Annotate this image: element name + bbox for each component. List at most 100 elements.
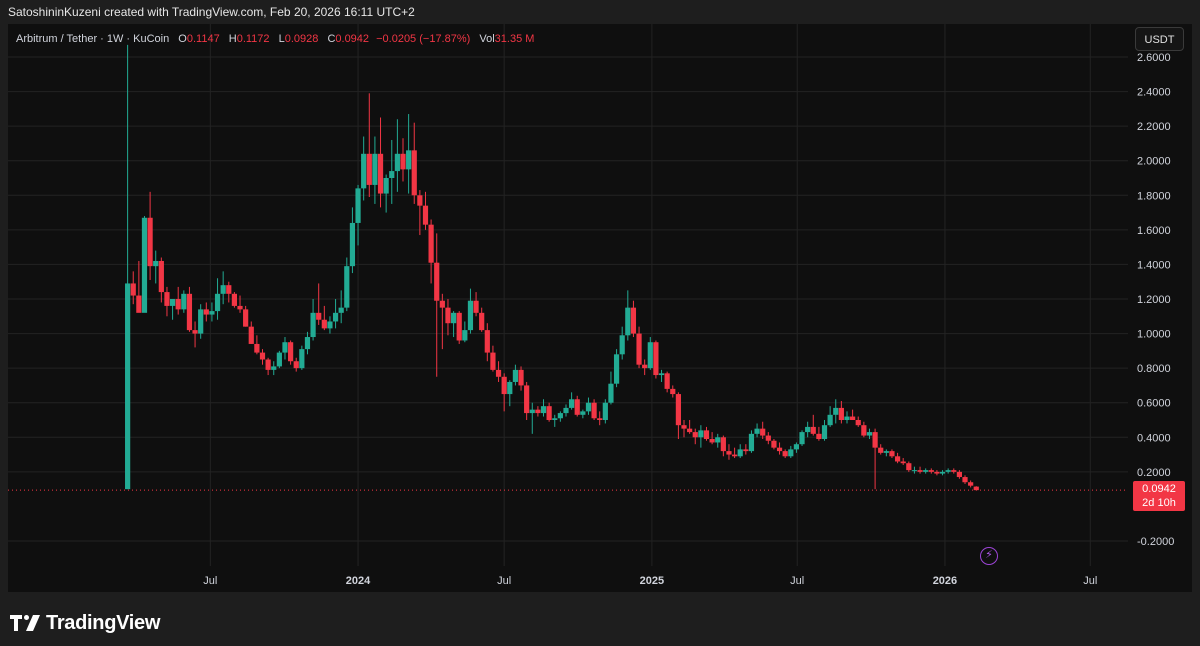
- candle: [361, 136, 367, 201]
- price-tick-label: 0.2000: [1137, 467, 1171, 479]
- candle-body: [675, 394, 681, 426]
- candle: [973, 486, 979, 491]
- bar-countdown: 2d 10h: [1142, 497, 1176, 509]
- candle: [310, 299, 316, 341]
- candle: [681, 420, 687, 438]
- price-chart[interactable]: 2.6000 2.4000 2.2000 2.0000 1.8000 1.6000 1.40…: [8, 24, 1192, 592]
- candle: [507, 380, 513, 407]
- candle: [889, 449, 895, 459]
- time-tick-label: 2024: [346, 575, 371, 587]
- candle-body: [518, 369, 524, 386]
- price-tick-label: 0.8000: [1137, 363, 1171, 375]
- candle: [911, 466, 918, 474]
- candle: [377, 117, 384, 208]
- candle-body: [765, 435, 771, 441]
- candle-body: [709, 439, 715, 443]
- candle: [271, 361, 277, 376]
- candle-body: [580, 411, 586, 415]
- candle-body: [664, 373, 670, 389]
- candle-body: [209, 311, 215, 315]
- candle-body: [563, 407, 569, 414]
- candle: [366, 93, 372, 198]
- currency-button[interactable]: USDT: [1135, 27, 1184, 51]
- volume-value: 31.35 M: [494, 33, 535, 45]
- candle-body: [355, 188, 361, 223]
- candle: [658, 369, 665, 382]
- candle: [563, 404, 569, 417]
- candle: [934, 470, 940, 476]
- candle: [456, 311, 462, 344]
- time-tick-label: Jul: [203, 575, 217, 587]
- tradingview-logo[interactable]: TradingView: [10, 612, 160, 634]
- candle-body: [703, 430, 710, 440]
- candle: [214, 278, 221, 320]
- candle-body: [265, 359, 271, 370]
- time-tick-label: Jul: [790, 575, 804, 587]
- candle: [450, 311, 457, 338]
- candle: [141, 216, 148, 313]
- candle-body: [608, 383, 614, 403]
- open-value: 0.1147: [186, 33, 220, 45]
- candle: [720, 435, 726, 457]
- candle: [355, 184, 361, 246]
- candle-body: [332, 312, 339, 322]
- candle: [254, 335, 260, 355]
- candle: [546, 402, 552, 422]
- candle-body: [855, 420, 861, 426]
- candle: [383, 174, 389, 213]
- candle: [490, 345, 496, 372]
- candle: [883, 449, 889, 457]
- candle: [743, 444, 749, 455]
- candle: [687, 420, 693, 434]
- candle-body: [692, 432, 698, 438]
- candle: [597, 411, 603, 426]
- candle-body: [557, 413, 563, 419]
- candle-body: [501, 376, 507, 395]
- candle-body: [900, 461, 906, 464]
- candle: [816, 426, 822, 441]
- candle: [625, 290, 631, 341]
- candle-body: [726, 451, 732, 455]
- candle: [703, 426, 710, 441]
- candle-body: [231, 293, 238, 306]
- chart-panel[interactable]: 2.6000 2.4000 2.2000 2.0000 1.8000 1.6000 1.40…: [8, 24, 1192, 592]
- last-price-tag: 0.0942 2d 10h: [1133, 481, 1185, 511]
- candle-body: [316, 312, 322, 320]
- candle-body: [479, 312, 485, 331]
- candle-body: [805, 426, 811, 433]
- candle: [400, 138, 406, 182]
- candle-body: [917, 470, 923, 472]
- candle-body: [883, 451, 889, 453]
- candle: [956, 470, 962, 479]
- candle-body: [411, 150, 417, 196]
- close-label: C: [327, 33, 336, 45]
- candle-body: [681, 425, 687, 429]
- candle: [512, 364, 519, 386]
- candle-body: [169, 299, 176, 306]
- candle: [349, 207, 356, 274]
- candle-body: [844, 416, 850, 420]
- candle: [850, 409, 856, 420]
- candle-body: [911, 470, 918, 472]
- candle-body: [731, 454, 738, 457]
- candle: [327, 316, 333, 334]
- candle-body: [625, 307, 631, 336]
- candle: [181, 290, 187, 313]
- lightning-icon[interactable]: ⚡: [980, 547, 998, 565]
- candle-body: [962, 477, 968, 483]
- candle: [479, 307, 485, 332]
- candle: [872, 428, 878, 490]
- candle-body: [181, 293, 187, 310]
- candle: [389, 139, 395, 204]
- candle: [344, 257, 350, 312]
- candle: [574, 395, 580, 417]
- candle: [203, 302, 209, 322]
- candle: [237, 295, 243, 313]
- candle: [771, 439, 777, 450]
- candle-body: [434, 262, 440, 301]
- candle: [209, 302, 215, 322]
- candle-body: [552, 418, 558, 420]
- candle-body: [760, 428, 766, 436]
- candle-body: [327, 321, 333, 329]
- candle-body: [788, 449, 794, 457]
